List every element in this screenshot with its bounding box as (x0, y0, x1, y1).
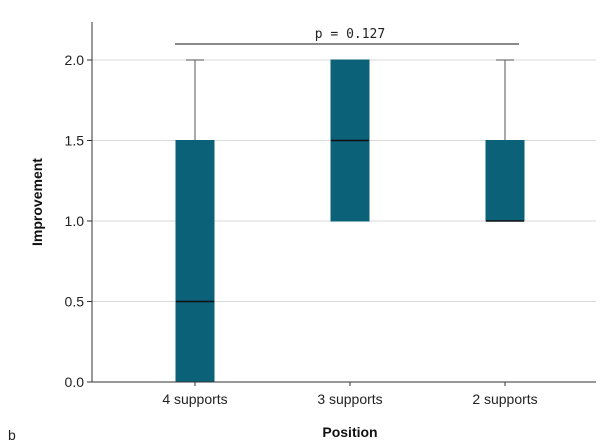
iqr-box (175, 140, 215, 383)
box-3-supports (330, 59, 370, 222)
box-2-supports (485, 59, 525, 222)
y-tick-label: 1.0 (65, 213, 85, 229)
panel-label: b (8, 427, 16, 443)
y-tick-label: 2.0 (65, 52, 85, 68)
x-tick-labels: 4 supports 3 supports 2 supports (162, 382, 538, 407)
y-axis-title: Improvement (29, 158, 45, 246)
box-series (175, 59, 525, 383)
box-4-supports (175, 59, 215, 383)
x-tick-label: 3 supports (317, 391, 382, 407)
y-tick-label: 0.5 (65, 294, 85, 310)
x-tick-label: 4 supports (162, 391, 227, 407)
y-tick-label: 1.5 (65, 133, 85, 149)
y-tick-labels: 0.0 0.5 1.0 1.5 2.0 (65, 52, 92, 390)
significance-annotation: p = 0.127 (175, 27, 519, 45)
x-tick-label: 2 supports (472, 391, 537, 407)
x-axis-title: Position (322, 424, 377, 440)
p-value-label: p = 0.127 (315, 27, 385, 42)
iqr-box (485, 140, 525, 222)
axes (91, 22, 596, 383)
y-tick-label: 0.0 (65, 374, 85, 390)
